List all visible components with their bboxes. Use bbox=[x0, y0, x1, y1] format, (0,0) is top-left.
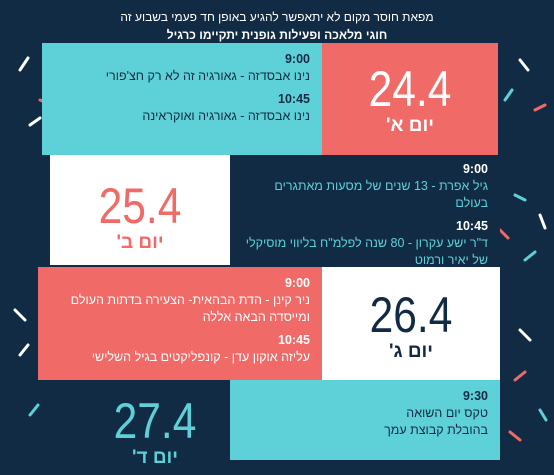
date: 27.4 bbox=[113, 393, 197, 449]
day: יום ד' bbox=[131, 447, 178, 468]
session-text: בהובלת קבוצת עמך bbox=[384, 423, 488, 437]
time: 10:45 bbox=[278, 92, 310, 106]
session-text: טקס יום השואה bbox=[406, 406, 488, 420]
time: 10:45 bbox=[278, 333, 310, 347]
sessions-box: 9:00 ניר קינן - הדת הבהאית- הצעירה בדתות… bbox=[38, 267, 322, 380]
header-line: מפאת חוסר מקום לא יתאפשר להגיע באופן חד … bbox=[120, 10, 434, 24]
date: 25.4 bbox=[98, 178, 182, 234]
time: 10:45 bbox=[456, 219, 488, 233]
date: 26.4 bbox=[369, 287, 453, 343]
header-line: חוגי מלאכה ופעילות גופנית יתקיימו כרגיל bbox=[166, 28, 388, 42]
day: יום ג' bbox=[388, 341, 434, 362]
session-text: נינו אבסדזה - גאורגיה זה לא רק חצ'פורי bbox=[105, 69, 310, 83]
sessions-box: 9:00 נינו אבסדזה - גאורגיה זה לא רק חצ'פ… bbox=[42, 43, 322, 155]
session-text: גיל אפרת - 13 שנים של מסעות מאתגרים בעול… bbox=[274, 179, 488, 210]
day: יום א' bbox=[386, 115, 434, 136]
time: 9:30 bbox=[462, 389, 488, 403]
date-box: 24.4 יום א' bbox=[322, 43, 498, 155]
sessions-box: 9:30 טקס יום השואה בהובלת קבוצת עמך bbox=[230, 380, 500, 460]
sessions-box: 9:00 גיל אפרת - 13 שנים של מסעות מאתגרים… bbox=[230, 155, 500, 267]
date: 24.4 bbox=[368, 61, 452, 117]
time: 9:00 bbox=[284, 276, 310, 290]
date-box: 27.4 יום ד' bbox=[80, 395, 230, 475]
date-box: 26.4 יום ג' bbox=[322, 267, 500, 380]
time: 9:00 bbox=[284, 52, 310, 66]
time: 9:00 bbox=[462, 162, 488, 176]
session-text: ד"ר ישע עקרון - 80 שנה לפלמ"ח בליווי מוס… bbox=[245, 236, 488, 267]
day: יום ב' bbox=[116, 232, 164, 253]
session-text: ניר קינן - הדת הבהאית- הצעירה בדתות העול… bbox=[70, 293, 310, 324]
session-text: נינו אבסדזה - גאורגיה ואוקראינה bbox=[142, 109, 310, 123]
date-box: 25.4 יום ב' bbox=[50, 155, 230, 265]
poster: {"header": {"lines": ["מפאת חוסר מקום לא… bbox=[13, 10, 548, 468]
session-text: עליזה אוקון עדן - קונפליקטים בגיל השלישי bbox=[91, 350, 310, 364]
